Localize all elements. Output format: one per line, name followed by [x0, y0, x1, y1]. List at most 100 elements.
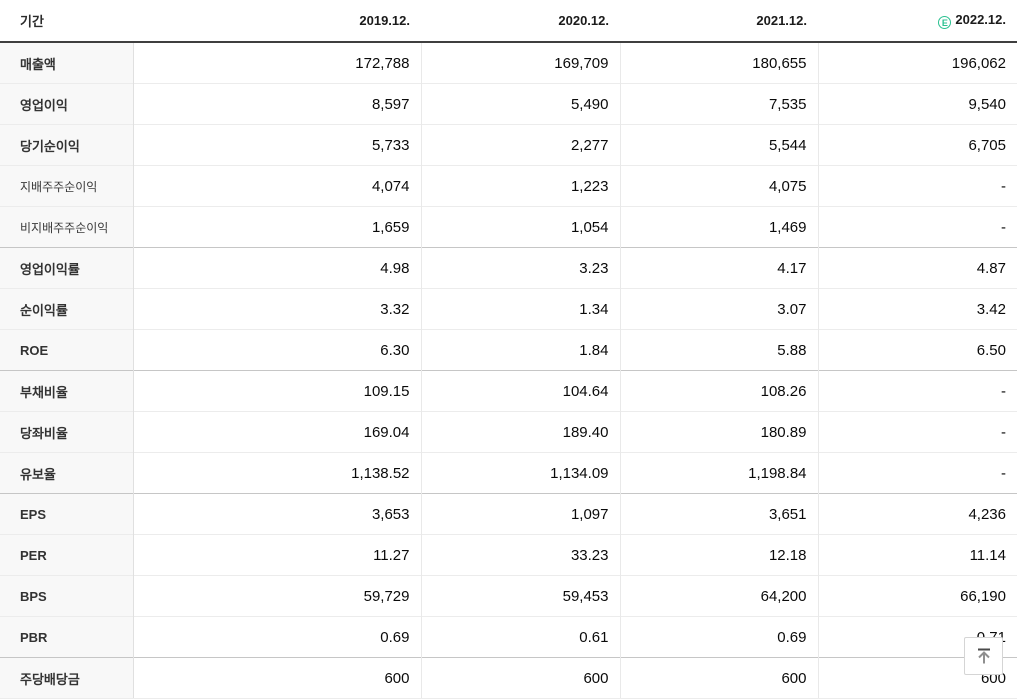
row-label: 당기순이익 [0, 124, 134, 166]
cell-value: 1,134.09 [420, 452, 620, 494]
cell-value: 3.07 [619, 288, 818, 330]
cell-value: - [817, 370, 1017, 412]
column-header-2021: 2021.12. [620, 0, 818, 43]
cell-value: 1,097 [420, 493, 620, 535]
cell-value: 189.40 [420, 411, 620, 453]
cell-value: 1.84 [420, 329, 620, 371]
cell-value: - [817, 206, 1017, 248]
cell-value: 1,198.84 [619, 452, 818, 494]
row-label: PER [0, 534, 134, 576]
table-row-operating-profit: 영업이익 8,597 5,490 7,535 9,540 [0, 83, 1017, 125]
cell-value: 7,535 [619, 83, 818, 125]
cell-value: 1,223 [420, 165, 620, 207]
cell-value: 4,075 [619, 165, 818, 207]
table-row-revenue: 매출액 172,788 169,709 180,655 196,062 [0, 41, 1017, 84]
cell-value: 1,138.52 [133, 452, 421, 494]
table-row-net-margin: 순이익률 3.32 1.34 3.07 3.42 [0, 288, 1017, 330]
cell-value: 64,200 [619, 575, 818, 617]
cell-value: 3.23 [420, 247, 620, 289]
cell-value: - [817, 452, 1017, 494]
cell-value: 172,788 [133, 41, 421, 84]
row-label: BPS [0, 575, 134, 617]
row-label: ROE [0, 329, 134, 371]
table-row-non-controlling-interest-income: 비지배주주순이익 1,659 1,054 1,469 - [0, 206, 1017, 248]
cell-value: 0.69 [133, 616, 421, 658]
cell-value: 1,469 [619, 206, 818, 248]
row-label: 유보율 [0, 452, 134, 494]
cell-value: 0.69 [619, 616, 818, 658]
cell-value: 1,054 [420, 206, 620, 248]
column-header-2022-label: 2022.12. [955, 12, 1006, 27]
table-row-quick-ratio: 당좌비율 169.04 189.40 180.89 - [0, 411, 1017, 453]
column-header-2019: 2019.12. [133, 0, 421, 43]
cell-value: 12.18 [619, 534, 818, 576]
cell-value: 3.32 [133, 288, 421, 330]
column-header-2020: 2020.12. [421, 0, 620, 43]
row-label: 지배주주순이익 [0, 165, 134, 207]
cell-value: 11.27 [133, 534, 421, 576]
cell-value: 33.23 [420, 534, 620, 576]
cell-value: 180,655 [619, 41, 818, 84]
table-row-controlling-interest-income: 지배주주순이익 4,074 1,223 4,075 - [0, 165, 1017, 207]
cell-value: 109.15 [133, 370, 421, 412]
row-label: 매출액 [0, 41, 134, 84]
table-row-roe: ROE 6.30 1.84 5.88 6.50 [0, 329, 1017, 371]
cell-value: 1.34 [420, 288, 620, 330]
table-row-debt-ratio: 부채비율 109.15 104.64 108.26 - [0, 370, 1017, 412]
cell-value: 6.30 [133, 329, 421, 371]
cell-value: 6.50 [817, 329, 1017, 371]
period-column-header: 기간 [0, 0, 133, 43]
table-row-reserve-ratio: 유보율 1,138.52 1,134.09 1,198.84 - [0, 452, 1017, 494]
row-label: 부채비율 [0, 370, 134, 412]
cell-value: 104.64 [420, 370, 620, 412]
cell-value: 4.98 [133, 247, 421, 289]
cell-value: 3,651 [619, 493, 818, 535]
cell-value: 600 [133, 657, 421, 699]
cell-value: 59,729 [133, 575, 421, 617]
table-row-net-income: 당기순이익 5,733 2,277 5,544 6,705 [0, 124, 1017, 166]
cell-value: 108.26 [619, 370, 818, 412]
cell-value: 6,705 [817, 124, 1017, 166]
table-row-operating-margin: 영업이익률 4.98 3.23 4.17 4.87 [0, 247, 1017, 289]
row-label: 주당배당금 [0, 657, 134, 699]
table-row-dividend-per-share: 주당배당금 600 600 600 600 [0, 657, 1017, 699]
row-label: 비지배주주순이익 [0, 206, 134, 248]
cell-value: - [817, 411, 1017, 453]
cell-value: 4,074 [133, 165, 421, 207]
row-label: 영업이익 [0, 83, 134, 125]
cell-value: - [817, 165, 1017, 207]
column-header-2022-estimate: E 2022.12. [818, 0, 1017, 43]
cell-value: 4.87 [817, 247, 1017, 289]
cell-value: 196,062 [817, 41, 1017, 84]
cell-value: 5,544 [619, 124, 818, 166]
table-row-per: PER 11.27 33.23 12.18 11.14 [0, 534, 1017, 576]
cell-value: 4,236 [817, 493, 1017, 535]
cell-value: 2,277 [420, 124, 620, 166]
scroll-to-top-button[interactable] [964, 637, 1003, 675]
estimate-icon: E [938, 16, 952, 29]
cell-value: 180.89 [619, 411, 818, 453]
cell-value: 600 [619, 657, 818, 699]
cell-value: 3,653 [133, 493, 421, 535]
cell-value: 5.88 [619, 329, 818, 371]
cell-value: 5,490 [420, 83, 620, 125]
cell-value: 600 [420, 657, 620, 699]
cell-value: 4.17 [619, 247, 818, 289]
row-label: 당좌비율 [0, 411, 134, 453]
row-label: PBR [0, 616, 134, 658]
cell-value: 59,453 [420, 575, 620, 617]
table-header-row: 기간 2019.12. 2020.12. 2021.12. E 2022.12. [0, 0, 1017, 43]
cell-value: 11.14 [817, 534, 1017, 576]
cell-value: 5,733 [133, 124, 421, 166]
table-row-pbr: PBR 0.69 0.61 0.69 0.71 [0, 616, 1017, 658]
scroll-to-top-icon [977, 648, 990, 664]
table-row-bps: BPS 59,729 59,453 64,200 66,190 [0, 575, 1017, 617]
cell-value: 0.61 [420, 616, 620, 658]
cell-value: 1,659 [133, 206, 421, 248]
cell-value: 9,540 [817, 83, 1017, 125]
cell-value: 169.04 [133, 411, 421, 453]
cell-value: 169,709 [420, 41, 620, 84]
cell-value: 3.42 [817, 288, 1017, 330]
row-label: 순이익률 [0, 288, 134, 330]
